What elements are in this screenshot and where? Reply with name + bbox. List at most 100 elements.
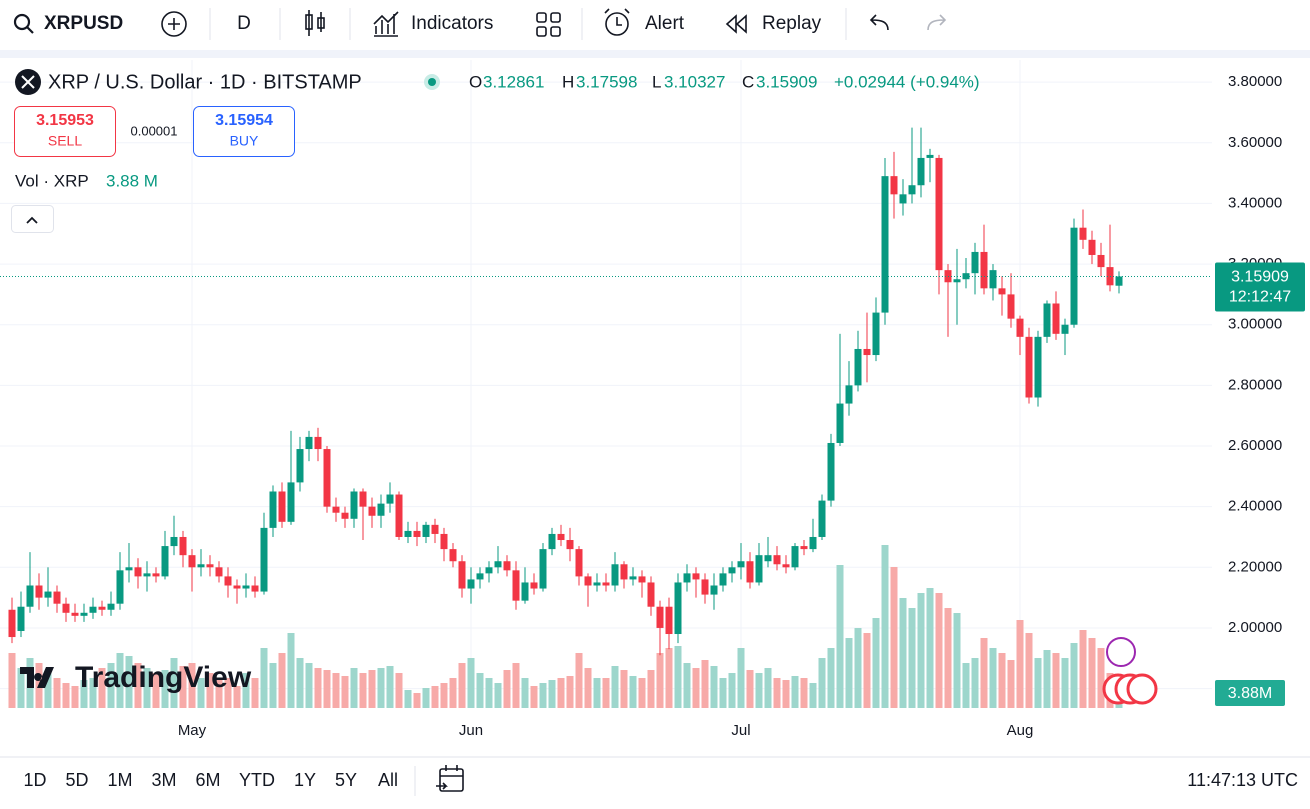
volume-bar <box>170 658 178 708</box>
candle-body <box>260 527 268 592</box>
candle-body <box>314 436 322 450</box>
volume-bar <box>872 618 880 708</box>
date-range-button[interactable] <box>436 765 464 792</box>
volume-bar <box>701 660 709 708</box>
timeframe-button[interactable]: 1D <box>23 770 46 790</box>
candle-body <box>908 185 916 195</box>
candle-body <box>278 491 286 522</box>
candle-body <box>872 312 880 356</box>
redo-button[interactable] <box>927 14 947 31</box>
volume-bar <box>269 663 277 708</box>
volume-bar <box>944 608 952 708</box>
candle-body <box>287 482 295 522</box>
volume-bar <box>152 673 160 708</box>
timeframe-button[interactable]: All <box>378 770 398 790</box>
last-price-tag <box>1215 262 1305 312</box>
interval-button[interactable]: D <box>237 13 251 34</box>
logo-text: TradingView <box>75 661 252 694</box>
volume-bar <box>683 663 691 708</box>
timeframe-button[interactable]: 1Y <box>294 770 316 790</box>
undo-button[interactable] <box>869 14 889 31</box>
timeframe-button[interactable]: 1M <box>107 770 132 790</box>
timeframe-button[interactable]: 5D <box>65 770 88 790</box>
timeframe-button[interactable]: YTD <box>239 770 275 790</box>
volume-bar <box>8 653 16 708</box>
volume-bar <box>1088 638 1096 708</box>
candle-body <box>827 442 835 501</box>
y-tick-label: 2.80000 <box>1228 376 1282 393</box>
candle-body <box>647 582 655 607</box>
candle-body <box>899 194 907 204</box>
candle-body <box>269 491 277 528</box>
candle-body <box>854 348 862 386</box>
volume-bar <box>107 663 115 708</box>
volume-bar <box>71 686 79 708</box>
volume-bar <box>782 680 790 708</box>
candle-body <box>341 512 349 519</box>
layouts-button[interactable] <box>536 12 561 37</box>
market-status <box>428 78 436 86</box>
candle-body <box>521 582 529 601</box>
buy-button[interactable] <box>193 106 295 157</box>
candle-body <box>1052 303 1060 334</box>
chart-type-button[interactable] <box>305 10 325 36</box>
candle-body <box>566 540 574 550</box>
timeframe-button[interactable]: 6M <box>195 770 220 790</box>
volume-bar <box>323 670 331 708</box>
candle-body <box>44 591 52 598</box>
candle-body <box>233 585 241 589</box>
candle-body <box>35 585 43 598</box>
ohlc-label: C <box>742 72 754 91</box>
candle-body <box>890 176 898 195</box>
volume-bar <box>206 673 214 708</box>
volume-bar <box>593 678 601 708</box>
add-symbol-button[interactable] <box>161 11 187 37</box>
volume-bar <box>215 680 223 708</box>
candle-body <box>656 606 664 628</box>
candle-body <box>980 251 988 289</box>
candle-body <box>170 536 178 547</box>
y-tick-label: 3.80000 <box>1228 73 1282 90</box>
sell-button[interactable] <box>14 106 116 157</box>
candle-body <box>719 573 727 586</box>
candle-body <box>224 576 232 586</box>
volume-bar <box>62 683 70 708</box>
ohlc-label: L <box>652 72 661 91</box>
timeframe-button[interactable]: 3M <box>151 770 176 790</box>
candle-body <box>440 533 448 550</box>
y-tick-label: 2.40000 <box>1228 498 1282 515</box>
volume-bar <box>1016 620 1024 708</box>
tradingview-logo: TradingView <box>20 661 252 694</box>
volume-bar <box>449 678 457 708</box>
volume-bar <box>854 628 862 708</box>
candle-body <box>251 585 259 592</box>
timeframe-button[interactable]: 5Y <box>335 770 357 790</box>
candle-body <box>800 546 808 550</box>
volume-bar <box>764 668 772 708</box>
symbol[interactable]: XRPUSD <box>44 13 123 34</box>
collapse-icon <box>26 216 38 224</box>
volume-bar <box>557 678 565 708</box>
candle-body <box>746 561 754 583</box>
candle-body <box>1025 336 1033 398</box>
candle-body <box>989 270 997 289</box>
volume-bar <box>602 678 610 708</box>
alert-button[interactable]: Alert <box>645 13 685 34</box>
event-flag <box>1126 673 1158 705</box>
volume-bar <box>575 653 583 708</box>
candle-body <box>917 157 925 186</box>
legend-title: XRP / U.S. Dollar · 1D · BITSTAMP <box>48 71 362 93</box>
candle-body <box>368 506 376 516</box>
volume-bar <box>377 668 385 708</box>
y-tick-label: 3.60000 <box>1228 134 1282 151</box>
x-tick-label: May <box>178 722 207 739</box>
replay-button[interactable]: Replay <box>762 13 822 34</box>
candle-body <box>773 555 781 565</box>
volume-bar <box>584 668 592 708</box>
ohlc-value: 3.17598 <box>576 72 637 91</box>
candle-body <box>494 561 502 568</box>
indicators-button[interactable]: Indicators <box>411 13 493 34</box>
volume-bar <box>440 683 448 708</box>
candle-body <box>710 585 718 595</box>
